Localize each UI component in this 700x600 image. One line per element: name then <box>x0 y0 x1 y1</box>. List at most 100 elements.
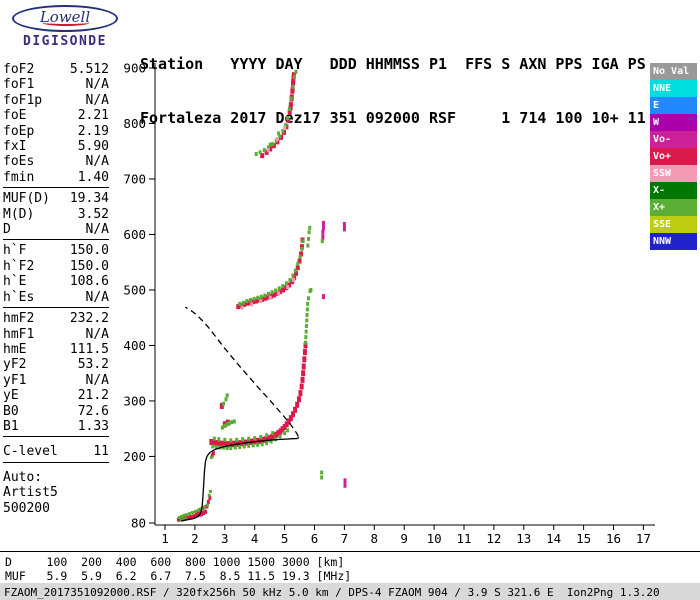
echo-point <box>266 291 270 296</box>
echo-point <box>245 299 249 304</box>
y-tick-label: 600 <box>123 227 146 242</box>
echo-point <box>236 304 241 310</box>
echo-point <box>250 302 254 307</box>
echo-point <box>321 220 325 226</box>
x-tick-label: 1 <box>161 531 169 546</box>
echo-point <box>286 117 291 123</box>
echo-point <box>321 225 325 231</box>
echo-point <box>303 342 308 349</box>
y-tick-label: 300 <box>123 393 146 408</box>
x-tick-label: 7 <box>341 531 349 546</box>
echo-point <box>204 509 208 514</box>
param-row: B0 72.6 <box>3 404 109 419</box>
param-label: B0 <box>3 403 19 419</box>
echo-point <box>225 422 229 427</box>
echo-point <box>230 441 235 448</box>
x-tick-label: 6 <box>311 531 319 546</box>
echo-point <box>263 436 268 443</box>
param-label: h`Es <box>3 289 35 305</box>
y-tick-label: 900 <box>123 61 146 76</box>
echo-point <box>298 254 302 259</box>
echo-point <box>191 510 195 514</box>
echo-point <box>289 96 293 101</box>
echo-point <box>184 517 188 521</box>
echo-point <box>297 258 302 264</box>
echo-point <box>278 134 282 139</box>
echo-point <box>233 445 237 450</box>
echo-point <box>286 428 290 433</box>
echo-point <box>284 421 289 428</box>
echo-point <box>305 307 309 312</box>
legend-item-vo-: Vo- <box>650 131 697 148</box>
logo-brand: DIGISONDE <box>23 34 107 49</box>
header-values-line: Fortaleza 2017 Dez17 351 092000 RSF 1 71… <box>140 109 646 127</box>
echo-series-spread-x <box>309 239 324 480</box>
x-tick-label: 12 <box>486 531 501 546</box>
echo-point <box>219 402 224 409</box>
echo-point <box>277 291 281 296</box>
echo-point <box>268 142 272 147</box>
param-group: foF2 5.512 foF1 N/A foF1p N/A foE 2.21 foEp 2.19 f… <box>3 62 109 189</box>
echo-point <box>258 150 262 155</box>
echo-point <box>261 436 266 443</box>
param-label: Artist5 <box>3 485 58 501</box>
param-value: N/A <box>85 326 109 342</box>
echo-series-f-trace-x-ray <box>211 289 312 451</box>
echo-point <box>187 515 191 520</box>
echo-point <box>295 265 300 271</box>
echo-point <box>300 246 304 251</box>
param-value: 150.0 <box>69 258 109 274</box>
param-label: M(D) <box>3 206 35 222</box>
echo-point <box>211 444 215 449</box>
echo-point <box>260 153 265 159</box>
echo-point <box>209 456 213 460</box>
echo-point <box>223 441 228 448</box>
param-label: hmE <box>3 341 27 357</box>
param-value: 1.33 <box>77 418 109 434</box>
echo-point <box>215 440 220 447</box>
param-label: fmin <box>3 169 35 185</box>
echo-point <box>274 431 279 438</box>
param-value: N/A <box>85 92 109 108</box>
echo-point <box>293 406 298 413</box>
echo-point <box>270 290 274 295</box>
echo-point <box>230 420 234 425</box>
logo-ellipse: Lowell <box>12 5 118 32</box>
echo-point <box>343 482 347 488</box>
param-value: 2.21 <box>77 108 109 124</box>
echo-point <box>182 518 186 522</box>
x-tick-label: 4 <box>251 531 259 546</box>
echo-point <box>287 282 292 288</box>
echo-point <box>185 513 189 517</box>
param-value: 11 <box>93 444 109 460</box>
echo-point <box>202 511 206 516</box>
echo-point <box>291 84 295 89</box>
echo-point <box>211 451 215 456</box>
param-value: 5.90 <box>77 139 109 155</box>
echo-point <box>238 301 242 306</box>
echo-point <box>223 423 227 428</box>
param-value: N/A <box>85 77 109 93</box>
echo-point <box>210 453 214 458</box>
echo-point <box>177 515 181 519</box>
echo-point <box>259 435 263 440</box>
x-tick-label: 5 <box>281 531 289 546</box>
echo-series-third-hop-x-ray <box>254 69 298 157</box>
echo-point <box>292 277 296 282</box>
param-label: hmF1 <box>3 326 35 342</box>
param-group: hmF2 232.2 hmF1 N/A hmE 111.5 yF2 53.2 yF1 N/A yE 2… <box>3 311 109 438</box>
param-row: MUF(D) 19.34 <box>3 191 109 206</box>
echo-point <box>265 441 269 446</box>
echo-point <box>259 437 264 444</box>
x-tick-label: 8 <box>371 531 379 546</box>
param-value: 111.5 <box>69 341 109 357</box>
echo-series-second-hop-x-ray <box>238 225 312 306</box>
y-tick-label: 400 <box>123 338 146 353</box>
x-tick-label: 3 <box>221 531 229 546</box>
echo-point <box>217 440 222 447</box>
echo-point <box>342 221 346 227</box>
echo-point <box>217 437 221 442</box>
echo-point <box>252 296 256 301</box>
